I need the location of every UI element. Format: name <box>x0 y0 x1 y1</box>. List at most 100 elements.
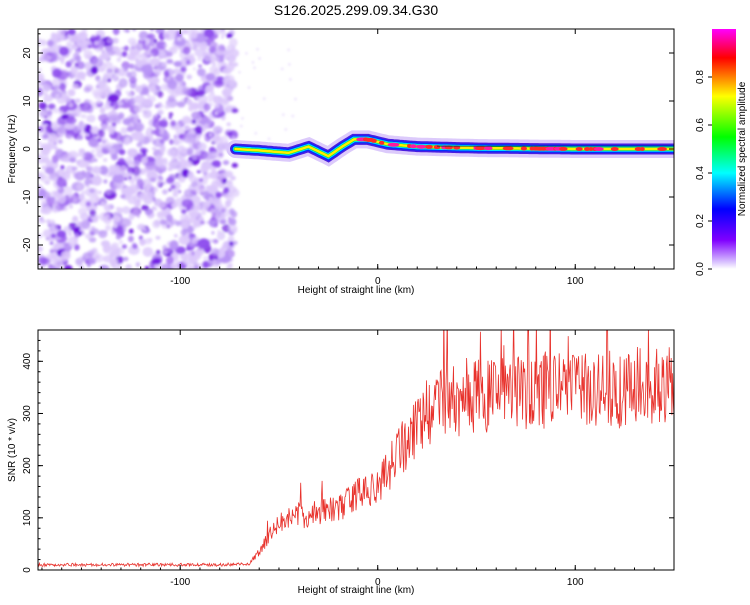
noise-blob <box>191 119 197 124</box>
noise-blob <box>124 98 129 102</box>
noise-blob <box>56 230 67 238</box>
x-tick-label: -100 <box>170 276 190 287</box>
x-tick-label: 0 <box>375 577 381 588</box>
noise-blob <box>212 62 217 67</box>
noise-blob <box>140 52 149 60</box>
noise-blob <box>85 201 91 207</box>
noise-blob <box>151 258 161 266</box>
noise-blob <box>160 150 165 156</box>
noise-blob <box>187 147 194 155</box>
noise-blob <box>108 127 115 135</box>
noise-blob <box>111 153 118 161</box>
noise-blob <box>75 257 84 266</box>
noise-blob <box>38 126 44 132</box>
spectrogram-x-label: Height of straight line (km) <box>298 285 415 296</box>
noise-blob <box>193 262 200 267</box>
noise-blob <box>180 66 187 73</box>
snr-x-label: Height of straight line (km) <box>298 585 415 596</box>
x-tick-label: 100 <box>567 577 584 588</box>
noise-blob <box>65 116 77 125</box>
noise-blob <box>106 38 114 44</box>
noise-blob <box>53 125 59 132</box>
spectrogram-content <box>38 29 674 269</box>
noise-blob <box>41 54 52 62</box>
noise-blob <box>42 82 52 92</box>
noise-blob <box>135 85 143 93</box>
noise-blob <box>226 179 233 185</box>
noise-blob <box>133 95 145 104</box>
snr-y-label: SNR (10 * v/v) <box>7 418 18 482</box>
noise-blob <box>49 172 60 181</box>
noise-blob <box>183 160 193 168</box>
noise-blob <box>76 42 82 48</box>
noise-blob <box>103 158 108 162</box>
noise-blob <box>166 214 173 222</box>
noise-blob <box>149 29 155 32</box>
noise-blob <box>157 109 164 115</box>
noise-blob <box>103 204 112 212</box>
noise-speck <box>258 57 261 60</box>
noise-blob <box>219 219 227 225</box>
noise-blob <box>45 166 55 175</box>
noise-blob <box>180 229 187 236</box>
noise-blob <box>162 117 167 122</box>
noise-blob <box>103 179 108 184</box>
noise-blob <box>141 150 147 155</box>
noise-blob <box>98 113 111 123</box>
noise-blob <box>218 172 226 180</box>
noise-speck <box>256 48 259 51</box>
noise-blob <box>89 188 95 193</box>
noise-blob <box>139 168 146 175</box>
noise-blob <box>203 171 208 176</box>
noise-blob <box>187 265 195 269</box>
y-tick-label: 0 <box>22 146 33 152</box>
noise-blob <box>218 153 224 157</box>
noise-blob <box>153 68 162 76</box>
noise-blob <box>231 108 239 114</box>
noise-blob <box>187 99 193 106</box>
noise-blob <box>181 199 194 208</box>
noise-blob <box>64 265 73 269</box>
noise-blob <box>174 234 178 238</box>
noise-blob <box>155 250 161 255</box>
noise-blob <box>50 32 56 39</box>
noise-blob <box>55 93 60 99</box>
noise-blob <box>221 35 224 39</box>
noise-blob <box>92 57 104 68</box>
noise-blob <box>208 45 217 53</box>
noise-blob <box>212 125 223 134</box>
noise-blob <box>41 191 51 199</box>
noise-blob <box>105 189 112 195</box>
noise-blob <box>67 230 73 237</box>
noise-blob <box>228 224 238 232</box>
noise-blob <box>192 103 199 111</box>
noise-blob <box>78 193 85 200</box>
noise-blob <box>133 174 138 181</box>
noise-blob <box>187 171 194 180</box>
noise-blob <box>209 102 214 107</box>
noise-blob <box>211 151 218 157</box>
noise-blob <box>111 65 118 71</box>
noise-blob <box>153 82 157 86</box>
noise-blob <box>141 157 148 164</box>
noise-blob <box>101 140 111 149</box>
noise-blob <box>153 206 158 212</box>
noise-blob <box>188 105 194 112</box>
noise-blob <box>209 170 220 180</box>
noise-blob <box>159 119 168 128</box>
noise-blob <box>99 107 106 114</box>
y-tick-label: 0 <box>22 567 33 573</box>
noise-speck <box>291 114 294 118</box>
noise-blob <box>157 90 164 98</box>
noise-blob <box>163 30 177 41</box>
noise-blob <box>128 228 134 234</box>
colorbar-tick-label: 0.8 <box>695 70 706 84</box>
noise-blob <box>109 147 117 155</box>
noise-blob <box>157 210 167 220</box>
noise-blob <box>124 136 131 144</box>
noise-blob <box>198 142 207 151</box>
noise-blob <box>72 215 79 222</box>
noise-blob <box>128 76 137 84</box>
colorbar-label: Normalized spectral amplitude <box>737 81 748 216</box>
noise-blob <box>211 248 220 257</box>
